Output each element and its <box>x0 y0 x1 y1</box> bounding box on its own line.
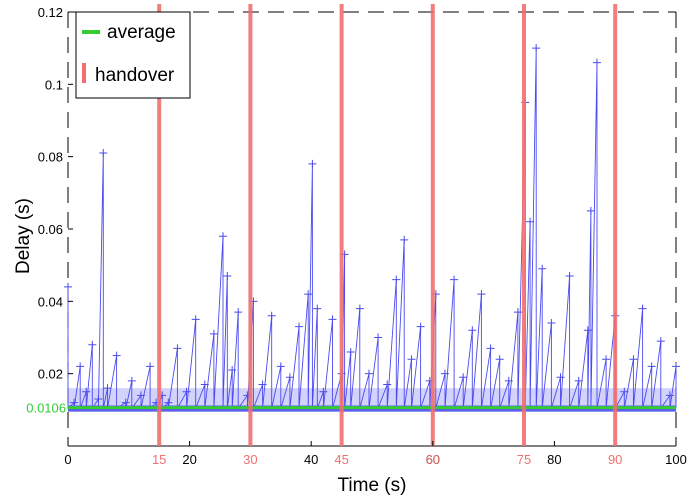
handover-label: 60 <box>426 452 440 467</box>
x-tick-label: 0 <box>64 452 71 467</box>
x-axis-label: Time (s) <box>338 475 407 496</box>
legend-handover-label: handover <box>95 65 175 86</box>
average-value-label: 0.0106 <box>26 401 66 416</box>
legend-average-label: average <box>107 22 176 43</box>
y-tick-label: 0.04 <box>38 294 63 309</box>
legend: average handover <box>76 12 190 98</box>
handover-label: 30 <box>243 452 257 467</box>
y-axis-label: Delay (s) <box>13 198 34 274</box>
y-tick-label: 0.1 <box>45 77 63 92</box>
handover-label: 75 <box>517 452 531 467</box>
handover-label: 15 <box>152 452 166 467</box>
y-tick-label: 0.12 <box>38 5 63 20</box>
y-tick-label: 0.06 <box>38 222 63 237</box>
y-tick-label: 0.08 <box>38 150 63 165</box>
handover-label: 45 <box>334 452 348 467</box>
x-tick-label: 100 <box>665 452 687 467</box>
x-tick-label: 40 <box>304 452 318 467</box>
handover-label: 90 <box>608 452 622 467</box>
x-tick-label: 20 <box>182 452 196 467</box>
x-tick-label: 80 <box>547 452 561 467</box>
y-tick-label: 0.02 <box>38 367 63 382</box>
